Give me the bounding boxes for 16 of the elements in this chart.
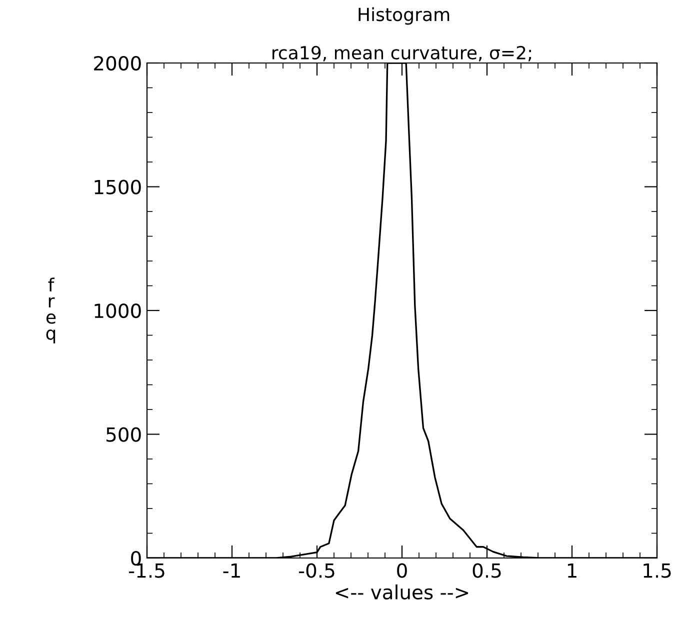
x-tick-label: -0.5 <box>298 563 334 578</box>
y-tick-label: 2000 <box>94 56 141 71</box>
y-tick-label: 500 <box>106 427 141 442</box>
y-tick-label: 1500 <box>94 180 141 194</box>
chart-subtitle: rca19, mean curvature, σ=2; <box>272 46 532 62</box>
y-axis-title: freq <box>46 278 56 344</box>
x-tick-label: 1.5 <box>644 563 671 578</box>
x-tick-label: 1 <box>568 563 576 578</box>
y-tick-label: 0 <box>131 550 141 566</box>
chart-title: Histogram <box>358 7 450 25</box>
x-tick-label: 0.5 <box>472 563 501 578</box>
x-axis-title: <-- values --> <box>336 584 468 600</box>
x-tick-label: -1.5 <box>128 563 164 578</box>
x-tick-label: 0 <box>397 563 407 578</box>
y-tick-label: 1000 <box>94 303 141 318</box>
x-tick-label: -1 <box>223 563 240 578</box>
